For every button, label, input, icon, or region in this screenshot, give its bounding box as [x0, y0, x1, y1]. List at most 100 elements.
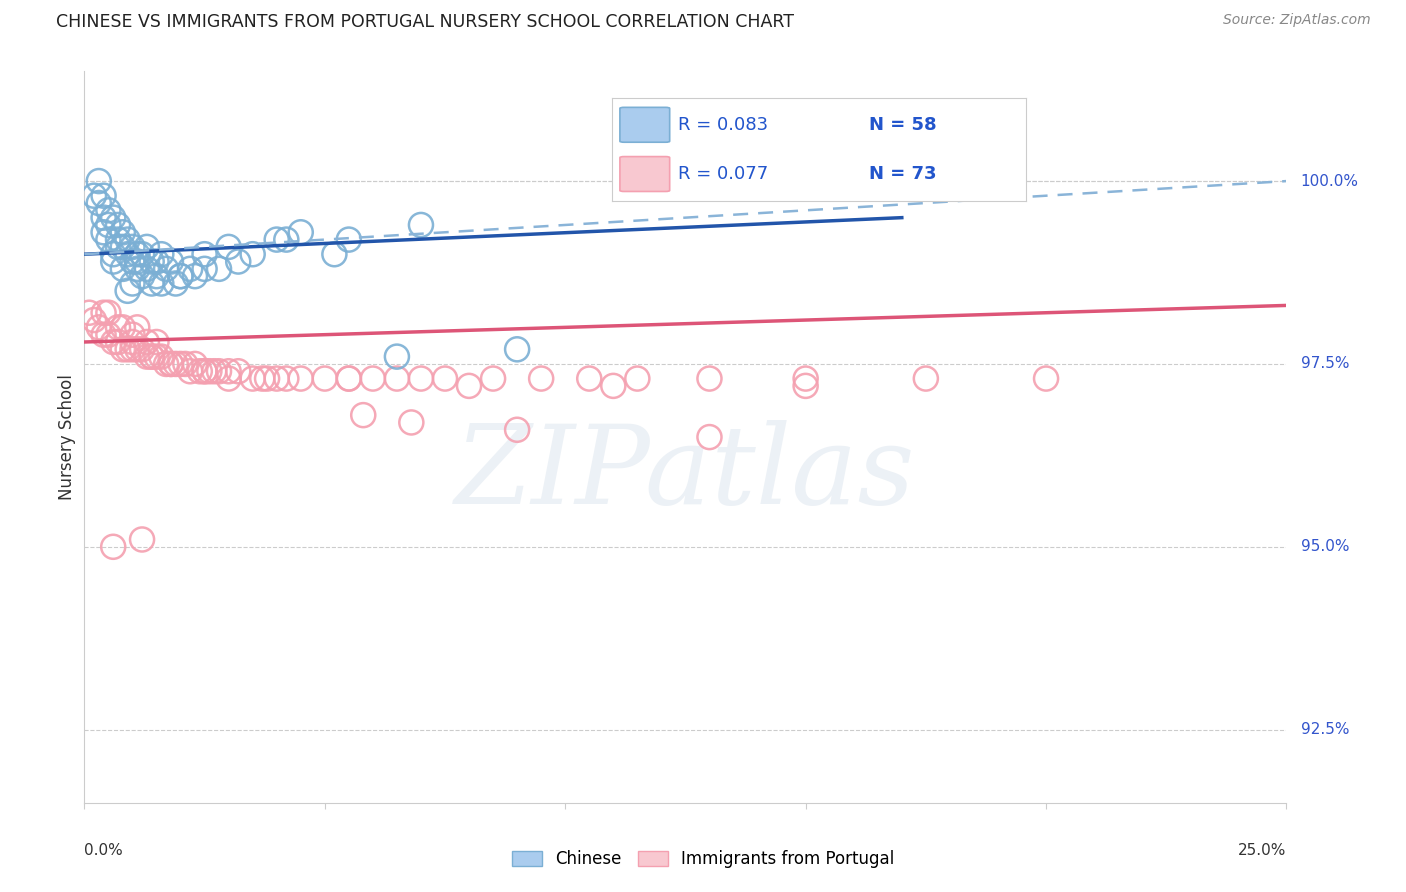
Point [111, 320, 134, 334]
Point [242, 371, 264, 385]
Point [266, 233, 288, 247]
Point [401, 416, 423, 430]
Point [107, 320, 129, 334]
Text: 0.0%: 0.0% [84, 843, 124, 858]
Point [337, 371, 360, 385]
FancyBboxPatch shape [620, 157, 669, 192]
Point [434, 371, 457, 385]
Point [530, 371, 553, 385]
Point [141, 350, 163, 364]
Point [127, 343, 149, 357]
Point [111, 261, 134, 276]
Point [93, 188, 115, 202]
Point [77, 306, 100, 320]
Point [145, 269, 167, 284]
Point [131, 269, 153, 284]
Point [127, 261, 149, 276]
Point [794, 371, 817, 385]
Point [1035, 371, 1057, 385]
Point [103, 211, 125, 225]
Point [290, 371, 312, 385]
Point [141, 350, 163, 364]
Point [87, 196, 110, 211]
Text: R = 0.083: R = 0.083 [678, 116, 768, 134]
Point [226, 364, 249, 378]
Text: N = 73: N = 73 [869, 165, 936, 183]
Point [256, 371, 278, 385]
Point [87, 320, 110, 334]
Text: 97.5%: 97.5% [1301, 357, 1348, 371]
Point [252, 371, 274, 385]
FancyBboxPatch shape [620, 107, 669, 142]
Text: N = 58: N = 58 [869, 116, 936, 134]
Point [83, 313, 105, 327]
Point [107, 334, 129, 349]
Point [93, 211, 115, 225]
Point [145, 350, 167, 364]
Point [117, 284, 139, 298]
Point [337, 233, 360, 247]
Text: 92.5%: 92.5% [1301, 723, 1348, 737]
Point [699, 371, 721, 385]
Text: 95.0%: 95.0% [1301, 540, 1348, 554]
Point [150, 247, 173, 261]
Point [385, 371, 408, 385]
Point [226, 254, 249, 268]
Point [208, 261, 231, 276]
Point [103, 540, 125, 554]
Point [93, 306, 115, 320]
Point [361, 371, 384, 385]
Point [174, 357, 197, 371]
Text: ZIPatlas: ZIPatlas [456, 420, 915, 527]
Point [198, 364, 221, 378]
Point [194, 364, 217, 378]
Legend: Chinese, Immigrants from Portugal: Chinese, Immigrants from Portugal [505, 844, 901, 875]
Point [97, 203, 120, 218]
Point [194, 261, 217, 276]
Point [107, 233, 129, 247]
Point [506, 423, 529, 437]
Text: R = 0.077: R = 0.077 [678, 165, 768, 183]
Point [111, 343, 134, 357]
Point [323, 247, 346, 261]
Point [385, 350, 408, 364]
Point [127, 254, 149, 268]
Point [93, 225, 115, 239]
Point [208, 364, 231, 378]
Point [131, 247, 153, 261]
Point [169, 269, 191, 284]
Point [121, 343, 143, 357]
Point [194, 364, 217, 378]
Point [458, 379, 481, 393]
Point [314, 371, 336, 385]
Point [202, 364, 225, 378]
Point [699, 430, 721, 444]
Point [111, 240, 134, 254]
Point [276, 233, 298, 247]
Point [409, 218, 432, 232]
Point [107, 218, 129, 232]
Point [97, 233, 120, 247]
Point [131, 343, 153, 357]
Point [155, 261, 177, 276]
Point [131, 533, 153, 547]
Point [150, 277, 173, 291]
Point [194, 247, 217, 261]
Y-axis label: Nursery School: Nursery School [58, 374, 76, 500]
Point [160, 357, 183, 371]
Point [165, 357, 187, 371]
Point [97, 327, 120, 342]
Point [127, 320, 149, 334]
Point [266, 371, 288, 385]
Point [218, 240, 240, 254]
Point [103, 254, 125, 268]
Point [179, 364, 201, 378]
Point [117, 343, 139, 357]
Point [506, 343, 529, 357]
Point [169, 269, 191, 284]
Point [121, 334, 143, 349]
Point [117, 247, 139, 261]
Point [169, 357, 191, 371]
Point [145, 334, 167, 349]
Point [242, 247, 264, 261]
